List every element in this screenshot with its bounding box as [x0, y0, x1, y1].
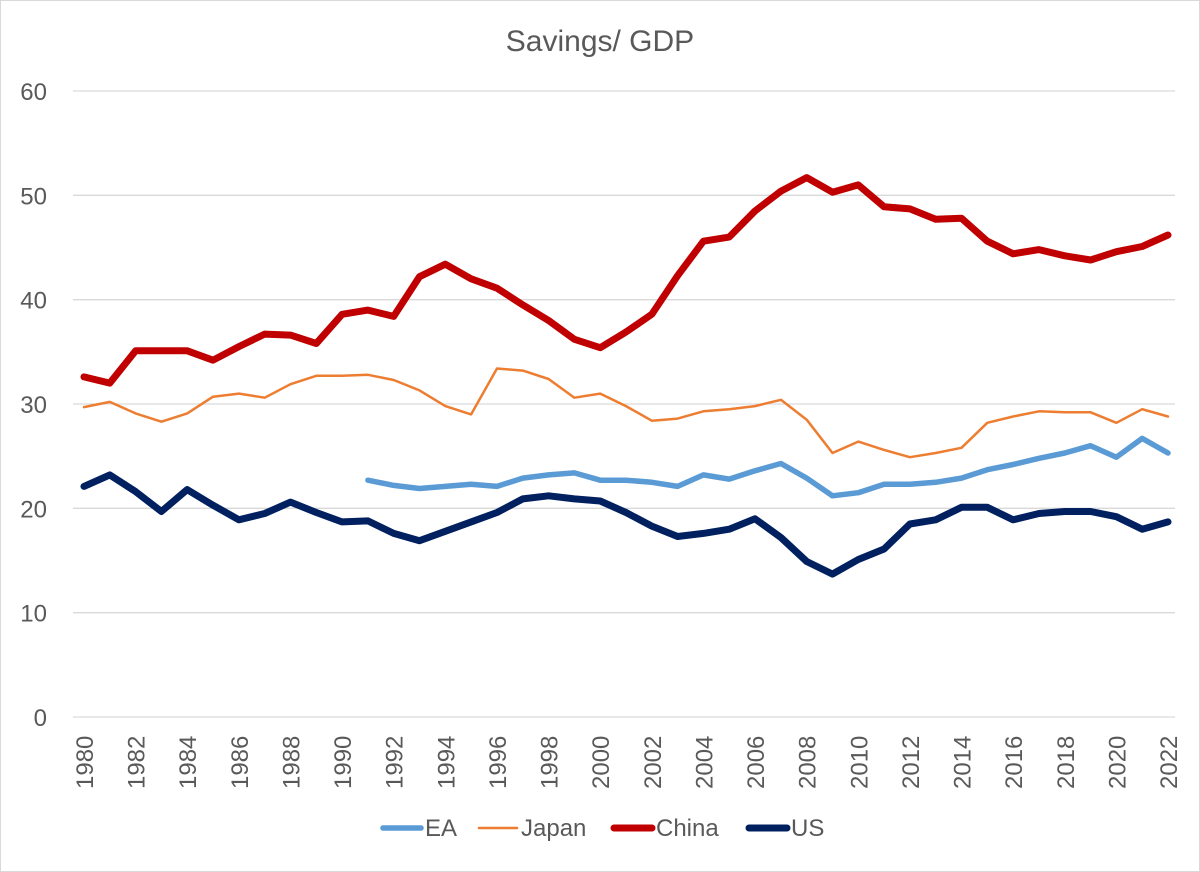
y-tick-label: 10 — [20, 601, 47, 628]
x-tick-label: 1984 — [175, 736, 202, 789]
legend-item-us: US — [745, 815, 824, 842]
x-tick-label: 2022 — [1156, 736, 1183, 789]
x-tick-label: 2016 — [1001, 736, 1028, 789]
series-line-us — [80, 471, 1172, 578]
x-tick-label: 2018 — [1053, 736, 1080, 789]
legend-label: US — [791, 815, 824, 842]
legend-item-japan: Japan — [477, 815, 586, 842]
series-line-japan — [82, 367, 1170, 459]
chart-title: Savings/ GDP — [506, 25, 694, 58]
x-tick-label: 2006 — [743, 736, 770, 789]
x-tick-label: 2010 — [846, 736, 873, 789]
y-axis-ticks: 0 10 20 30 40 50 60 — [20, 79, 47, 732]
legend-label: China — [656, 815, 719, 842]
legend-item-china: China — [610, 815, 719, 842]
legend: EA Japan China US — [380, 815, 824, 842]
x-axis-ticks: 1980 1982 1984 1986 1988 1990 1992 1994 1996 1998… — [72, 736, 1183, 789]
y-tick-label: 50 — [20, 183, 47, 210]
x-tick-label: 2004 — [691, 736, 718, 789]
legend-label: EA — [425, 815, 457, 842]
x-tick-label: 1994 — [433, 736, 460, 789]
x-tick-label: 1990 — [330, 736, 357, 789]
x-tick-label: 1980 — [72, 736, 99, 789]
x-tick-label: 1986 — [227, 736, 254, 789]
x-tick-label: 2002 — [640, 736, 667, 789]
y-tick-label: 20 — [20, 496, 47, 523]
x-tick-label: 1992 — [382, 736, 409, 789]
x-tick-label: 2014 — [950, 736, 977, 789]
series-line-ea — [365, 435, 1171, 499]
x-tick-label: 1982 — [124, 736, 151, 789]
y-tick-label: 30 — [20, 392, 47, 419]
series-lines — [80, 174, 1172, 578]
x-tick-label: 1996 — [485, 736, 512, 789]
x-tick-label: 2020 — [1104, 736, 1131, 789]
y-tick-label: 0 — [34, 705, 47, 732]
y-tick-label: 60 — [20, 79, 47, 106]
series-line-china — [80, 174, 1172, 387]
legend-item-ea: EA — [380, 815, 457, 842]
x-tick-label: 1998 — [537, 736, 564, 789]
x-tick-label: 1988 — [278, 736, 305, 789]
x-tick-label: 2012 — [898, 736, 925, 789]
x-tick-label: 2000 — [588, 736, 615, 789]
y-tick-label: 40 — [20, 288, 47, 315]
x-tick-label: 2008 — [795, 736, 822, 789]
legend-label: Japan — [521, 815, 586, 842]
